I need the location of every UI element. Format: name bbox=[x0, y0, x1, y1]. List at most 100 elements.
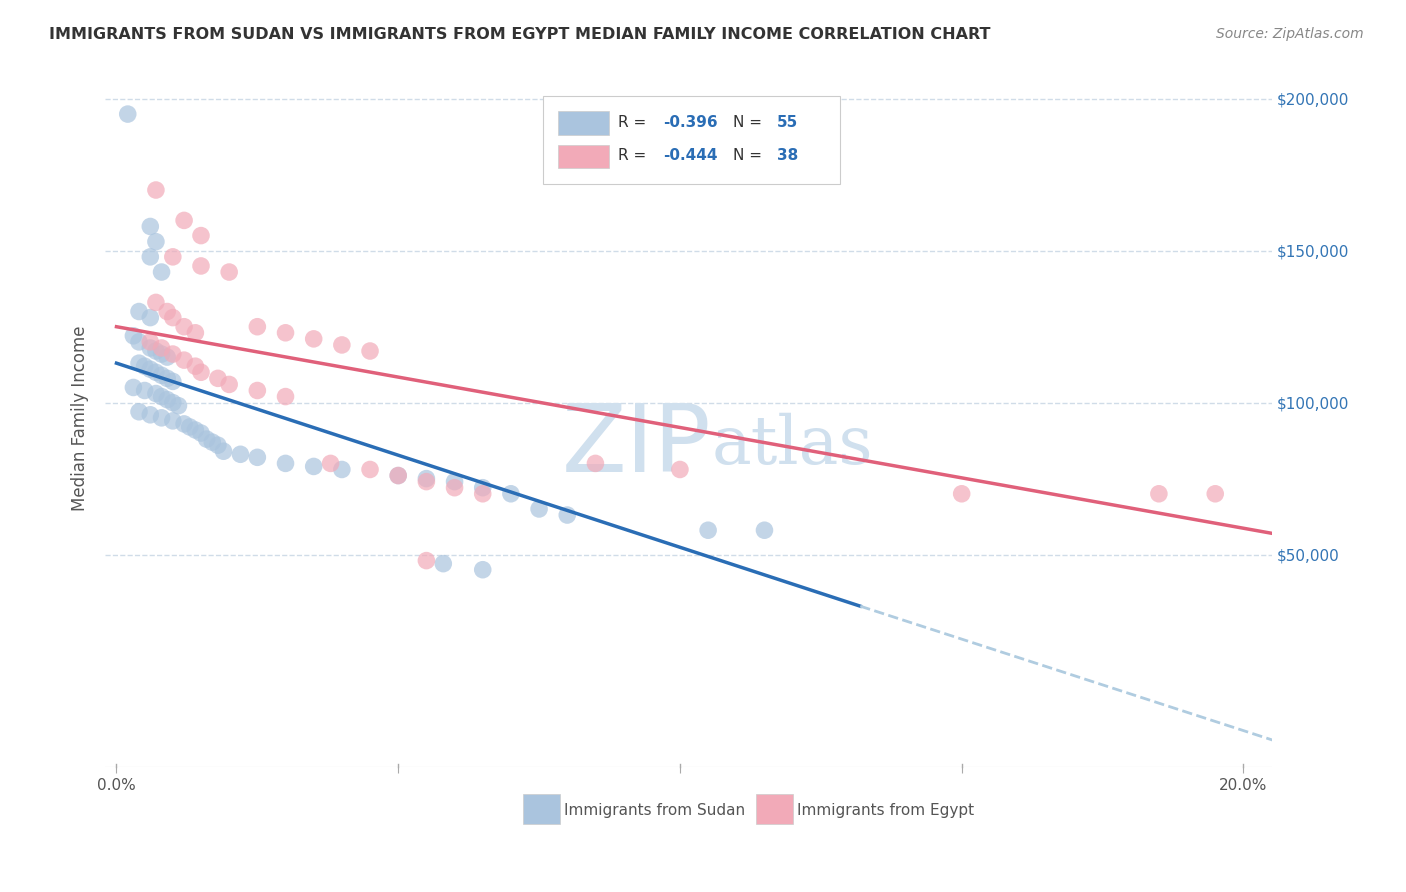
Point bbox=[173, 417, 195, 431]
Point bbox=[207, 371, 229, 385]
Point bbox=[499, 487, 522, 501]
Point bbox=[274, 457, 297, 471]
Point bbox=[162, 375, 184, 389]
Point bbox=[184, 326, 207, 340]
Point bbox=[145, 386, 167, 401]
Point bbox=[150, 390, 173, 404]
Point bbox=[134, 359, 156, 374]
Point bbox=[145, 365, 167, 379]
Point bbox=[162, 395, 184, 409]
Point bbox=[218, 377, 240, 392]
Point bbox=[139, 334, 162, 349]
Y-axis label: Median Family Income: Median Family Income bbox=[72, 325, 89, 510]
Point bbox=[150, 347, 173, 361]
Point bbox=[134, 384, 156, 398]
Text: R =: R = bbox=[619, 115, 651, 130]
Point bbox=[443, 481, 465, 495]
Point bbox=[162, 347, 184, 361]
Point bbox=[139, 362, 162, 376]
Point bbox=[167, 399, 190, 413]
FancyBboxPatch shape bbox=[523, 794, 560, 824]
Point bbox=[139, 250, 162, 264]
Point bbox=[139, 408, 162, 422]
Point bbox=[583, 457, 606, 471]
Point bbox=[229, 447, 252, 461]
Point bbox=[415, 553, 437, 567]
Point bbox=[1147, 487, 1170, 501]
Point bbox=[145, 344, 167, 359]
Point bbox=[359, 344, 381, 359]
Point bbox=[950, 487, 973, 501]
Point bbox=[471, 481, 494, 495]
Point bbox=[274, 326, 297, 340]
Point bbox=[527, 502, 550, 516]
Point bbox=[184, 359, 207, 374]
Point bbox=[246, 384, 269, 398]
FancyBboxPatch shape bbox=[543, 96, 839, 184]
Point bbox=[195, 432, 218, 446]
Point bbox=[555, 508, 578, 522]
Point bbox=[150, 341, 173, 355]
Point bbox=[128, 304, 150, 318]
Point bbox=[117, 107, 139, 121]
Point bbox=[173, 353, 195, 368]
Point bbox=[201, 435, 224, 450]
Point bbox=[697, 523, 720, 537]
Point bbox=[207, 438, 229, 452]
Point bbox=[274, 390, 297, 404]
FancyBboxPatch shape bbox=[756, 794, 793, 824]
Point bbox=[150, 368, 173, 383]
Point bbox=[415, 472, 437, 486]
Point bbox=[173, 213, 195, 227]
Text: R =: R = bbox=[619, 148, 651, 163]
Point bbox=[302, 459, 325, 474]
Point bbox=[218, 265, 240, 279]
Point bbox=[150, 265, 173, 279]
Text: N =: N = bbox=[733, 115, 766, 130]
Point bbox=[122, 380, 145, 394]
Point bbox=[387, 468, 409, 483]
Text: Source: ZipAtlas.com: Source: ZipAtlas.com bbox=[1216, 27, 1364, 41]
Point bbox=[128, 356, 150, 370]
Point bbox=[471, 563, 494, 577]
Point bbox=[139, 219, 162, 234]
Text: 55: 55 bbox=[778, 115, 799, 130]
Point bbox=[156, 350, 179, 364]
Point bbox=[145, 235, 167, 249]
FancyBboxPatch shape bbox=[558, 145, 609, 169]
Point bbox=[122, 328, 145, 343]
Point bbox=[128, 405, 150, 419]
Point bbox=[190, 365, 212, 379]
Point bbox=[145, 183, 167, 197]
Point bbox=[246, 450, 269, 465]
Point bbox=[190, 259, 212, 273]
Text: IMMIGRANTS FROM SUDAN VS IMMIGRANTS FROM EGYPT MEDIAN FAMILY INCOME CORRELATION : IMMIGRANTS FROM SUDAN VS IMMIGRANTS FROM… bbox=[49, 27, 991, 42]
Point bbox=[156, 371, 179, 385]
Point bbox=[246, 319, 269, 334]
Point bbox=[754, 523, 776, 537]
Point bbox=[190, 425, 212, 440]
Point bbox=[432, 557, 454, 571]
Text: Immigrants from Egypt: Immigrants from Egypt bbox=[797, 803, 974, 818]
Point bbox=[387, 468, 409, 483]
Point bbox=[212, 444, 235, 458]
Text: 38: 38 bbox=[778, 148, 799, 163]
Point bbox=[190, 228, 212, 243]
Point bbox=[162, 414, 184, 428]
Point bbox=[443, 475, 465, 489]
Point bbox=[156, 392, 179, 407]
Point bbox=[145, 295, 167, 310]
Point bbox=[330, 338, 353, 352]
Point bbox=[162, 310, 184, 325]
Point bbox=[319, 457, 342, 471]
Point bbox=[162, 250, 184, 264]
Text: -0.444: -0.444 bbox=[662, 148, 717, 163]
Point bbox=[128, 334, 150, 349]
Text: N =: N = bbox=[733, 148, 766, 163]
Point bbox=[173, 319, 195, 334]
Point bbox=[471, 487, 494, 501]
Point bbox=[1204, 487, 1226, 501]
Point bbox=[150, 410, 173, 425]
Point bbox=[156, 304, 179, 318]
Point bbox=[415, 475, 437, 489]
